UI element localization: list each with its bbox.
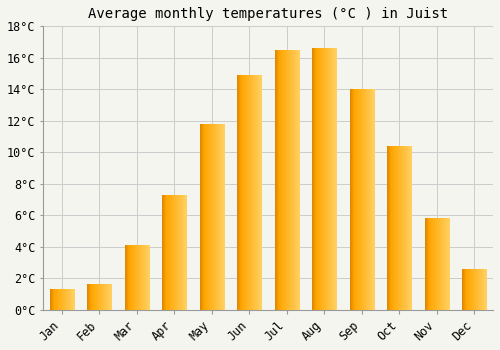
Title: Average monthly temperatures (°C ) in Juist: Average monthly temperatures (°C ) in Ju… <box>88 7 448 21</box>
